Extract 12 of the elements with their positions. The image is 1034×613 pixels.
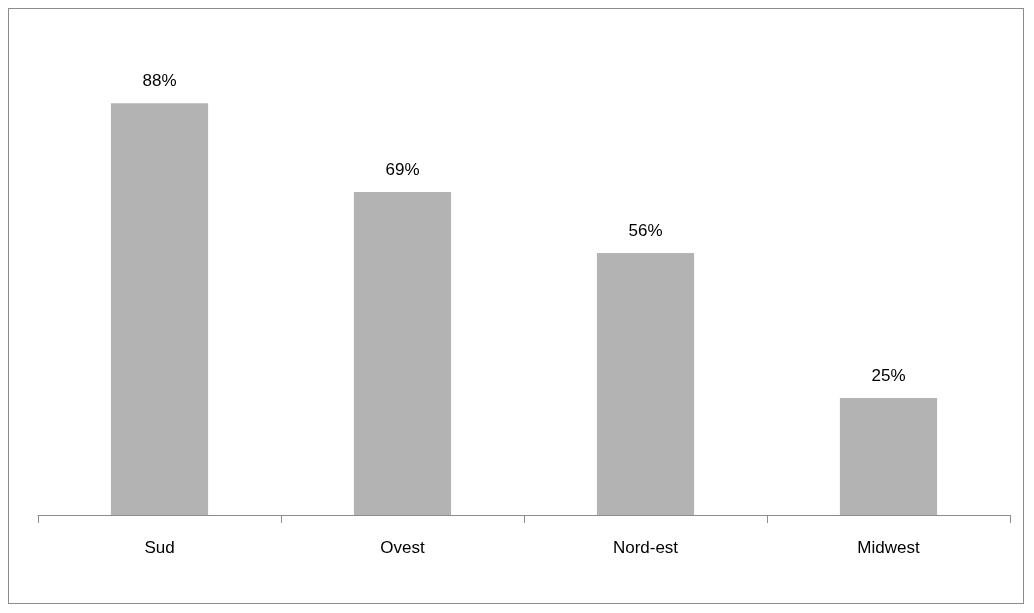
bar <box>839 398 938 515</box>
data-label: 88% <box>142 71 177 91</box>
data-label: 25% <box>871 366 906 385</box>
x-tick-label: Nord-est <box>612 538 679 557</box>
data-label: 69% <box>385 160 420 180</box>
x-tick-label: Ovest <box>380 538 425 557</box>
bar <box>353 192 452 515</box>
bar <box>110 103 209 515</box>
x-tick-label: Sud <box>144 538 175 557</box>
bar <box>596 252 695 515</box>
x-tick-label: Midwest <box>857 538 920 557</box>
data-label: 56% <box>628 220 663 240</box>
